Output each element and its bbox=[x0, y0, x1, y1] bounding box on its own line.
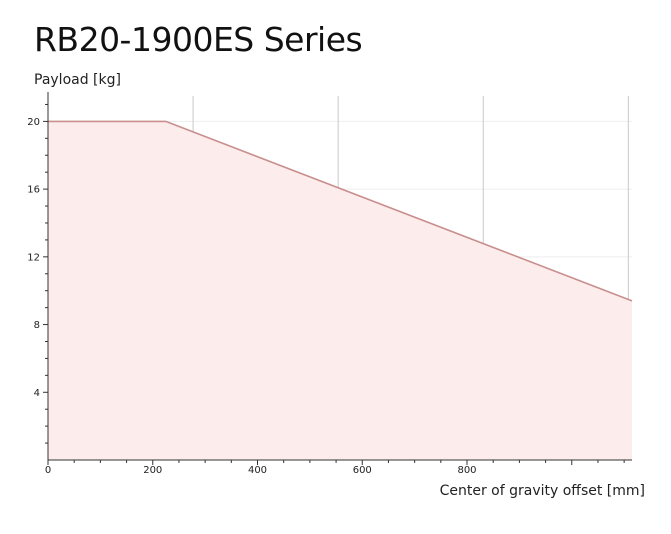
x-tick-label: 200 bbox=[143, 465, 162, 476]
y-tick-label: 4 bbox=[34, 388, 40, 399]
axes bbox=[43, 92, 632, 465]
y-axis-label: Payload [kg] bbox=[34, 72, 121, 88]
payload-line bbox=[48, 120, 633, 302]
x-tick-label: 400 bbox=[248, 465, 267, 476]
y-tick-label: 8 bbox=[34, 320, 40, 331]
plot-area bbox=[48, 120, 633, 460]
x-axis-label: Center of gravity offset [mm] bbox=[439, 483, 645, 499]
y-tick-label: 12 bbox=[27, 252, 40, 263]
x-tick-label: 800 bbox=[457, 465, 476, 476]
chart-title: RB20-1900ES Series bbox=[34, 20, 363, 59]
payload-area bbox=[48, 121, 632, 460]
y-tick-label: 20 bbox=[27, 117, 40, 128]
x-tick-label: 0 bbox=[45, 465, 51, 476]
y-tick-label: 16 bbox=[27, 185, 40, 196]
x-tick-label: 600 bbox=[353, 465, 372, 476]
